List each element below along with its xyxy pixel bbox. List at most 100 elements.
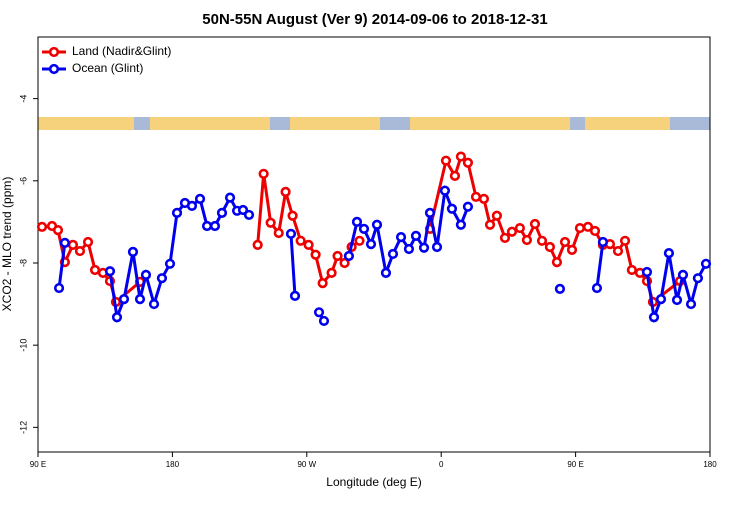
data-point [478, 193, 490, 204]
data-point [554, 283, 566, 294]
data-point [358, 223, 370, 234]
legend-marker [48, 63, 60, 75]
legend-marker [48, 46, 60, 58]
data-point [52, 225, 64, 236]
data-point [484, 219, 496, 230]
data-point [440, 155, 452, 166]
data-point [343, 250, 355, 262]
data-point [118, 294, 130, 305]
data-point [104, 266, 116, 277]
map-strip [38, 117, 710, 130]
data-point [243, 209, 255, 221]
data-point [148, 298, 160, 310]
data-point [491, 210, 503, 221]
data-point [582, 221, 594, 232]
data-point [287, 210, 298, 221]
data-point [134, 294, 146, 305]
data-point [280, 186, 291, 198]
data-point [67, 239, 79, 251]
data-point [380, 267, 392, 278]
data-point [589, 225, 601, 237]
data-point [692, 273, 704, 284]
x-tick-label: 180 [703, 460, 717, 469]
data-point [470, 191, 482, 202]
x-tick-label: 90 W [297, 460, 316, 469]
data-point [111, 312, 123, 323]
data-point [156, 273, 168, 284]
data-point [310, 249, 321, 260]
data-point [597, 236, 609, 248]
data-point [89, 264, 101, 276]
data-point [313, 307, 325, 318]
data-point [410, 230, 422, 241]
data-point [677, 269, 689, 281]
data-point [536, 235, 548, 246]
data-point [371, 219, 383, 230]
y-tick-label: -8 [18, 259, 28, 267]
data-point [171, 207, 183, 218]
data-point [387, 248, 399, 260]
data-point [462, 201, 474, 212]
y-tick-label: -6 [18, 177, 28, 185]
data-point [446, 203, 458, 214]
data-point [273, 227, 284, 239]
data-point [648, 312, 660, 323]
y-tick-label: -4 [18, 95, 28, 103]
data-point [354, 235, 365, 246]
data-point [186, 200, 198, 211]
data-point [201, 220, 213, 232]
data-point [127, 246, 139, 257]
data-point [663, 248, 675, 259]
x-tick-label: 0 [439, 460, 444, 469]
y-axis-label: XCO2 - MLO trend (ppm) [0, 177, 14, 312]
data-point [591, 282, 603, 294]
data-point [36, 221, 48, 232]
data-point [339, 257, 350, 269]
data-point [514, 222, 525, 234]
data-point [209, 220, 221, 232]
data-point [424, 207, 436, 218]
y-tick-label: -12 [18, 421, 28, 434]
data-point [303, 239, 314, 251]
data-point [655, 294, 667, 305]
data-point [455, 151, 467, 162]
data-point [295, 235, 306, 246]
data-point [395, 232, 407, 243]
y-tick-label: -10 [18, 339, 28, 352]
data-point [431, 241, 443, 253]
x-tick-label: 90 E [30, 460, 46, 469]
data-point [252, 239, 263, 251]
data-point [194, 193, 206, 204]
data-point [140, 269, 152, 281]
data-point [216, 207, 228, 218]
data-point [455, 219, 467, 230]
data-point [326, 267, 337, 278]
x-tick-label: 180 [166, 460, 180, 469]
data-point [365, 238, 377, 250]
land-strip [585, 117, 670, 130]
data-point [164, 258, 176, 269]
data-point [265, 217, 276, 228]
data-point [641, 266, 653, 278]
legend-label: Ocean (Glint) [72, 61, 143, 75]
data-point [626, 264, 637, 276]
x-axis-label: Longitude (deg E) [326, 475, 421, 489]
data-point [59, 237, 70, 248]
data-point [318, 315, 330, 327]
data-point [418, 242, 430, 253]
x-tick-label: 90 E [567, 460, 583, 469]
data-point [671, 294, 683, 306]
land-strip [38, 117, 134, 130]
data-point [82, 236, 94, 248]
legend-label: Land (Nadir&Glint) [72, 44, 171, 58]
data-point [258, 168, 269, 179]
data-point [224, 192, 236, 203]
data-point [499, 232, 511, 244]
plot-frame [37, 36, 711, 453]
data-point [462, 157, 474, 168]
data-point [521, 234, 533, 246]
data-point [403, 243, 415, 255]
data-point [566, 244, 578, 255]
